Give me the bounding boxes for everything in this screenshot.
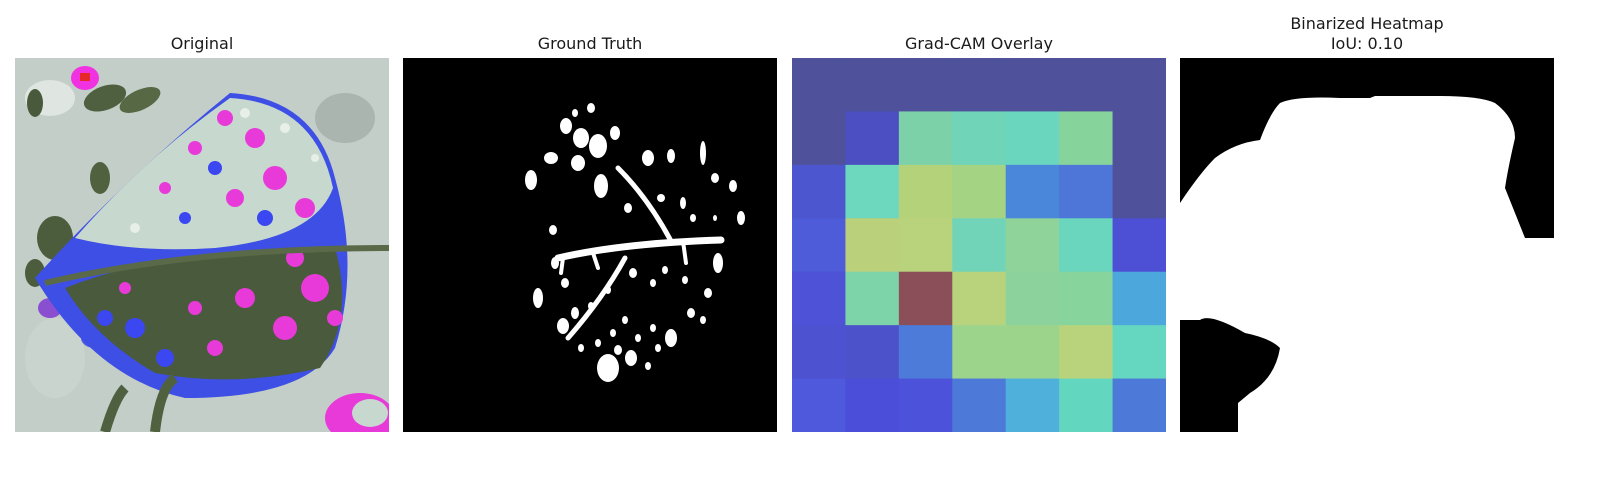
binarized-heatmap [1180, 58, 1554, 432]
panel-title-original: Original [170, 34, 234, 53]
gradcam-cell [1059, 271, 1114, 326]
gradcam-cell [1059, 164, 1114, 219]
gradcam-cell [1005, 378, 1060, 432]
gradcam-cell [898, 164, 953, 219]
gradcam-cell [898, 271, 953, 326]
gradcam-cell [1112, 325, 1166, 380]
gradcam-cell [792, 218, 846, 273]
gradcam-cell [845, 111, 900, 166]
gradcam-cell [845, 378, 900, 432]
panel-title-ground-truth: Ground Truth [537, 34, 643, 53]
gradcam-cell [1005, 111, 1060, 166]
gradcam-cell [898, 58, 953, 112]
gradcam-cell [1059, 58, 1114, 112]
gradcam-cell [952, 218, 1007, 273]
gradcam-cell [1059, 111, 1114, 166]
panel-title-binarized: Binarized Heatmap [1290, 14, 1444, 33]
gradcam-cell [1005, 218, 1060, 273]
original-image [15, 58, 389, 432]
gradcam-cell [792, 111, 846, 166]
gradcam-cell [1059, 378, 1114, 432]
gradcam-cell [1112, 218, 1166, 273]
gradcam-cell [952, 111, 1007, 166]
gradcam-cell [1112, 111, 1166, 166]
gradcam-cell [1005, 271, 1060, 326]
gradcam-cell [1059, 218, 1114, 273]
gradcam-cell [1112, 58, 1166, 112]
gradcam-cell [845, 218, 900, 273]
gradcam-cell [1059, 325, 1114, 380]
gradcam-cell [845, 164, 900, 219]
gradcam-cell [952, 58, 1007, 112]
gradcam-cell [952, 325, 1007, 380]
gradcam-cell [845, 325, 900, 380]
iou-label: IoU: 0.10 [1330, 34, 1404, 53]
gradcam-cell [792, 58, 846, 112]
gradcam-cell [898, 325, 953, 380]
gradcam-cell [898, 218, 953, 273]
gradcam-cell [1005, 325, 1060, 380]
gradcam-cell [845, 271, 900, 326]
gradcam-cell [1112, 378, 1166, 432]
gradcam-cell [792, 325, 846, 380]
gradcam-cell [1112, 164, 1166, 219]
gradcam-cell [1005, 164, 1060, 219]
gradcam-cell [792, 164, 846, 219]
gradcam-overlay [792, 58, 1166, 432]
gradcam-cell [898, 378, 953, 432]
gradcam-cell [952, 164, 1007, 219]
panel-title-gradcam: Grad-CAM Overlay [905, 34, 1053, 53]
gradcam-cell [845, 58, 900, 112]
ground-truth-mask [403, 58, 777, 432]
gradcam-cell [1005, 58, 1060, 112]
gradcam-cell [898, 111, 953, 166]
gradcam-cell [792, 271, 846, 326]
gradcam-cell [792, 378, 846, 432]
gradcam-cell [952, 271, 1007, 326]
gradcam-cell [952, 378, 1007, 432]
gradcam-cell [1112, 271, 1166, 326]
